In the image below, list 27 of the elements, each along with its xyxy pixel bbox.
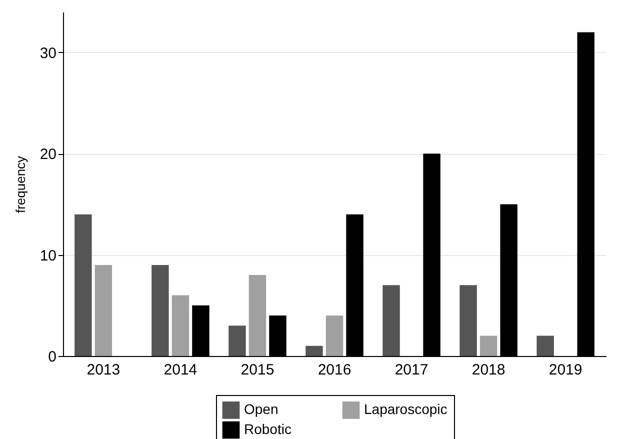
x-tick-label: 2014 <box>164 362 198 378</box>
x-tick-label: 2013 <box>86 362 120 378</box>
bar <box>326 316 344 356</box>
bar <box>536 336 554 356</box>
y-tick-label: 30 <box>40 44 56 62</box>
bar <box>74 214 92 356</box>
y-axis-title: frequency <box>12 155 28 214</box>
x-tick-label: 2018 <box>472 362 506 378</box>
x-tick-label: 2017 <box>394 362 428 378</box>
y-tick-label: 20 <box>40 146 56 164</box>
bar <box>172 295 190 356</box>
bar <box>94 264 112 356</box>
bar <box>228 326 246 356</box>
bar <box>460 285 477 356</box>
x-tick-label: 2016 <box>318 362 352 378</box>
y-tick-label: 10 <box>40 247 56 264</box>
bar <box>382 285 400 356</box>
bar <box>480 336 498 356</box>
legend-label: Robotic <box>244 421 292 437</box>
bar <box>306 346 323 356</box>
legend-label: Open <box>244 401 278 418</box>
x-tick-label: 2019 <box>548 362 582 378</box>
x-tick-label: 2015 <box>240 362 274 378</box>
bar <box>152 264 169 356</box>
y-tick-label: 0 <box>48 348 56 366</box>
bar <box>248 275 266 356</box>
legend-label: Laparoscopic <box>364 401 448 418</box>
